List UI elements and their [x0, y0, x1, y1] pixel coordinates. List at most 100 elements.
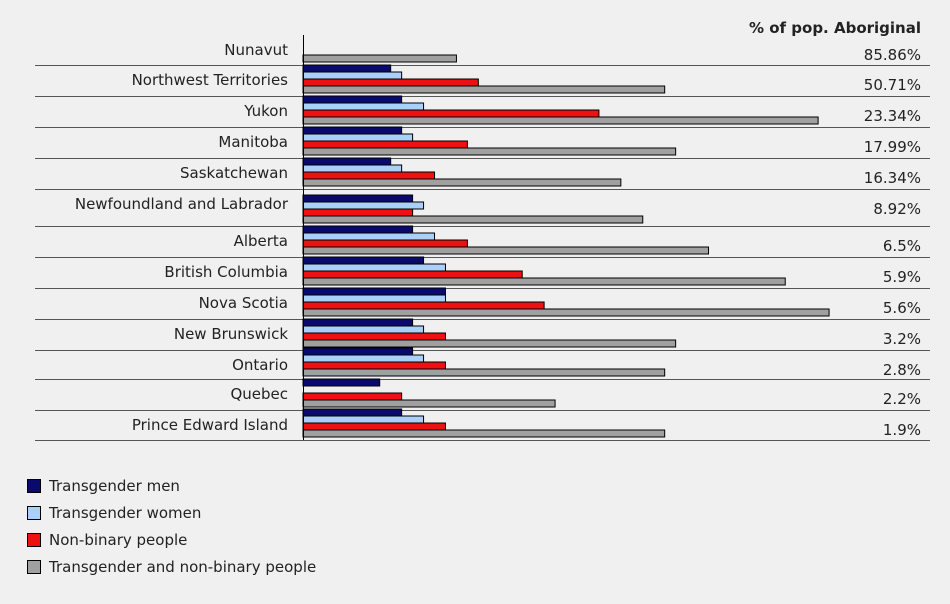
- legend-label: Transgender men: [49, 476, 180, 495]
- category-value-label: 85.86%: [864, 46, 921, 64]
- legend-label: Transgender and non-binary people: [49, 557, 317, 576]
- bar-transgender-women: [302, 415, 425, 424]
- bar-transgender-women: [302, 164, 403, 173]
- category-value-label: 2.8%: [883, 361, 921, 379]
- bar-transgender-women: [302, 201, 425, 210]
- bar-transgender-men: [302, 157, 392, 166]
- category-value-label: 16.34%: [864, 169, 921, 187]
- bar-transgender-women: [302, 232, 436, 241]
- category-row: Prince Edward Island 1.9%: [132, 408, 921, 439]
- category-row: New Brunswick 3.2%: [174, 318, 921, 348]
- category-row: Manitoba 17.99%: [218, 126, 921, 156]
- legend-item: Transgender women: [27, 499, 316, 526]
- category-label: Nunavut: [224, 41, 288, 59]
- legend-item: Non-binary people: [27, 526, 316, 553]
- bar-non-binary-people: [302, 361, 446, 370]
- bar-transgender-men: [302, 194, 414, 203]
- category-value-label: 3.2%: [883, 330, 921, 348]
- bar-transgender-and-non-binary-people: [302, 368, 666, 377]
- bar-transgender-and-non-binary-people: [302, 116, 819, 125]
- bar-transgender-women: [302, 133, 414, 142]
- bar-non-binary-people: [302, 270, 523, 279]
- category-value-label: 5.6%: [883, 299, 921, 317]
- legend-label: Non-binary people: [49, 530, 188, 549]
- legend: Transgender men Transgender women Non-bina…: [27, 472, 316, 580]
- category-label: Manitoba: [218, 133, 288, 151]
- category-label: Newfoundland and Labrador: [75, 195, 289, 213]
- bar-transgender-women: [302, 71, 403, 80]
- category-row: Quebec 2.2%: [230, 378, 921, 408]
- legend-swatch: [27, 478, 41, 493]
- category-value-label: 1.9%: [883, 421, 921, 439]
- bar-transgender-and-non-binary-people: [302, 339, 677, 348]
- bar-transgender-and-non-binary-people: [302, 215, 644, 224]
- bar-transgender-women: [302, 263, 446, 272]
- bar-non-binary-people: [302, 78, 479, 87]
- category-label: Quebec: [230, 385, 288, 403]
- category-row: Newfoundland and Labrador 8.92%: [75, 194, 921, 224]
- bar-transgender-men: [302, 64, 392, 73]
- bar-transgender-women: [302, 102, 425, 111]
- value-column-header: % of pop. Aboriginal: [749, 19, 921, 37]
- bar-non-binary-people: [302, 109, 600, 118]
- bar-transgender-and-non-binary-people: [302, 399, 556, 408]
- bar-non-binary-people: [302, 422, 446, 431]
- legend-label: Transgender women: [49, 503, 202, 522]
- bar-non-binary-people: [302, 392, 403, 401]
- category-label: Northwest Territories: [132, 71, 289, 89]
- category-row: Yukon 23.34%: [243, 95, 921, 125]
- category-label: British Columbia: [164, 263, 288, 281]
- bar-transgender-women: [302, 294, 446, 303]
- category-label: Yukon: [243, 102, 288, 120]
- bar-non-binary-people: [302, 301, 545, 310]
- bar-transgender-women: [302, 354, 425, 363]
- legend-swatch: [27, 559, 41, 574]
- bar-transgender-men: [302, 347, 414, 356]
- bar-non-binary-people: [302, 239, 468, 248]
- category-value-label: 17.99%: [864, 138, 921, 156]
- bar-transgender-and-non-binary-people: [302, 246, 710, 255]
- bar-transgender-and-non-binary-people: [302, 277, 786, 286]
- bar-transgender-men: [302, 126, 403, 135]
- category-row: Northwest Territories 50.71%: [132, 64, 921, 94]
- bar-transgender-and-non-binary-people: [302, 147, 677, 156]
- legend-item: Transgender men: [27, 472, 316, 499]
- category-value-label: 8.92%: [873, 200, 921, 218]
- category-row: Alberta 6.5%: [234, 225, 921, 255]
- category-label: Prince Edward Island: [132, 416, 288, 434]
- category-value-label: 6.5%: [883, 237, 921, 255]
- bar-non-binary-people: [302, 171, 436, 180]
- category-row: Nova Scotia 5.6%: [199, 287, 921, 317]
- bar-transgender-and-non-binary-people: [302, 308, 830, 317]
- category-value-label: 5.9%: [883, 268, 921, 286]
- bar-transgender-men: [302, 408, 403, 417]
- bar-non-binary-people: [302, 140, 468, 149]
- legend-swatch: [27, 505, 41, 520]
- legend-item: Transgender and non-binary people: [27, 553, 316, 580]
- category-label: New Brunswick: [174, 325, 288, 343]
- bar-transgender-men: [302, 256, 425, 265]
- bar-transgender-men: [302, 378, 381, 387]
- bar-transgender-and-non-binary-people: [302, 429, 666, 438]
- bar-transgender-and-non-binary-people: [302, 85, 666, 94]
- bar-transgender-men: [302, 287, 446, 296]
- legend-swatch: [27, 532, 41, 547]
- bar-transgender-and-non-binary-people: [302, 178, 622, 187]
- bar-transgender-men: [302, 95, 403, 104]
- category-label: Alberta: [234, 232, 288, 250]
- category-value-label: 23.34%: [864, 107, 921, 125]
- category-label: Nova Scotia: [199, 294, 288, 312]
- category-row: Ontario 2.8%: [232, 347, 921, 379]
- category-value-label: 2.2%: [883, 390, 921, 408]
- category-row: British Columbia 5.9%: [164, 256, 921, 286]
- bar-transgender-men: [302, 225, 414, 234]
- bar-transgender-women: [302, 325, 425, 334]
- category-value-label: 50.71%: [864, 76, 921, 94]
- bar-non-binary-people: [302, 208, 414, 217]
- bar-transgender-men: [302, 318, 414, 327]
- category-row: Saskatchewan 16.34%: [180, 157, 921, 187]
- category-label: Ontario: [232, 356, 288, 374]
- category-label: Saskatchewan: [180, 164, 288, 182]
